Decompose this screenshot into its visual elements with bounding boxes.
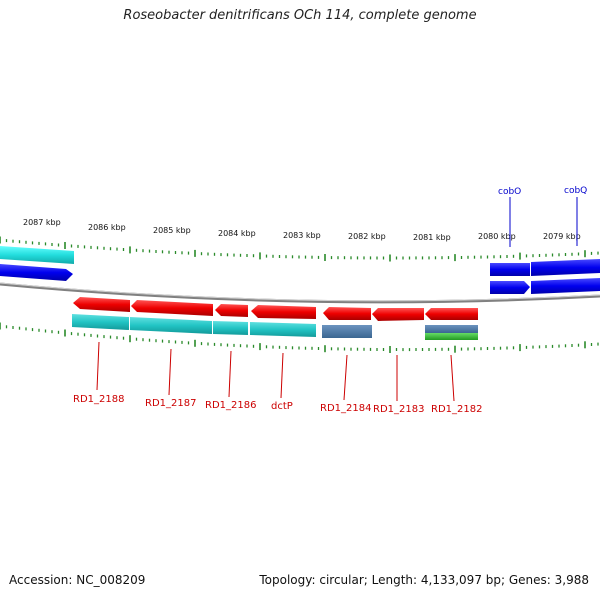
cds-RD1_2186[interactable] <box>213 321 248 335</box>
label-RD1_2186[interactable]: RD1_2186 <box>205 400 256 411</box>
gene-RD1_2184[interactable] <box>323 307 371 320</box>
accession-text: Accession: NC_008209 <box>9 573 146 587</box>
dctP-leader <box>280 352 284 399</box>
scale-label-2087: 2087 kbp <box>23 218 61 227</box>
forward-cds-left[interactable] <box>0 246 74 264</box>
bottom-gene-labels: RD1_2188 RD1_2187 RD1_2186 dctP RD1_2184… <box>73 394 482 415</box>
gene-RD1_2187[interactable] <box>131 300 213 316</box>
scale-label-2082: 2082 kbp <box>348 232 386 241</box>
scale-label-2083: 2083 kbp <box>283 231 321 240</box>
scale-label-2080: 2080 kbp <box>478 232 516 241</box>
cobQ-gene-lower[interactable] <box>531 278 600 294</box>
rna-RD1_2182[interactable] <box>425 325 478 333</box>
cds-RD1_2187[interactable] <box>130 317 212 334</box>
scale-label-2084: 2084 kbp <box>218 229 256 238</box>
bottom-label-leaders <box>96 341 455 402</box>
cobO-gene-lower[interactable] <box>490 281 530 294</box>
gene-RD1_2183[interactable] <box>372 308 424 321</box>
scale-ticks-upper <box>0 236 599 262</box>
scale-labels: 2087 kbp 2086 kbp 2085 kbp 2084 kbp 2083… <box>23 218 581 242</box>
label-RD1_2182[interactable]: RD1_2182 <box>431 404 482 415</box>
forward-strand-features <box>0 246 74 281</box>
scale-label-2081: 2081 kbp <box>413 233 451 242</box>
cobQ-gene-upper[interactable] <box>531 259 600 276</box>
label-cobQ[interactable]: cobQ <box>564 186 587 196</box>
reverse-strand-genes <box>73 297 478 321</box>
RD1_2182-leader <box>450 354 455 402</box>
gene-RD1_2186[interactable] <box>215 304 248 317</box>
gene-dctP[interactable] <box>251 305 316 319</box>
forward-strand-features-right <box>490 259 600 294</box>
cds-dctP[interactable] <box>250 322 316 337</box>
label-RD1_2188[interactable]: RD1_2188 <box>73 394 124 405</box>
top-gene-labels: cobO cobQ <box>498 186 587 197</box>
green-feature-RD1_2182[interactable] <box>425 333 478 340</box>
RD1_2186-leader <box>228 350 232 398</box>
genome-backbone <box>0 282 600 304</box>
RD1_2187-leader <box>168 348 172 396</box>
genome-backbone-highlight <box>0 282 600 302</box>
scale-label-2085: 2085 kbp <box>153 226 191 235</box>
forward-gene-left[interactable] <box>0 264 73 281</box>
label-cobO[interactable]: cobO <box>498 187 521 197</box>
genome-title: Roseobacter denitrificans OCh 114, compl… <box>123 8 477 23</box>
label-dctP[interactable]: dctP <box>271 401 293 412</box>
label-RD1_2183[interactable]: RD1_2183 <box>373 404 424 415</box>
reverse-strand-cds <box>72 314 478 340</box>
top-label-leaders <box>509 197 578 247</box>
RD1_2188-leader <box>96 341 100 391</box>
rna-RD1_2184[interactable] <box>322 325 372 338</box>
gene-RD1_2182[interactable] <box>425 308 478 320</box>
scale-label-2079: 2079 kbp <box>543 232 581 241</box>
RD1_2184-leader <box>343 354 348 401</box>
cds-RD1_2188[interactable] <box>72 314 129 330</box>
genome-summary-text: Topology: circular; Length: 4,133,097 bp… <box>259 573 589 587</box>
gene-RD1_2188[interactable] <box>73 297 130 312</box>
label-RD1_2187[interactable]: RD1_2187 <box>145 398 196 409</box>
scale-ticks-lower <box>0 322 599 353</box>
label-RD1_2184[interactable]: RD1_2184 <box>320 403 371 414</box>
cobO-gene-upper[interactable] <box>490 263 530 276</box>
scale-label-2086: 2086 kbp <box>88 223 126 232</box>
